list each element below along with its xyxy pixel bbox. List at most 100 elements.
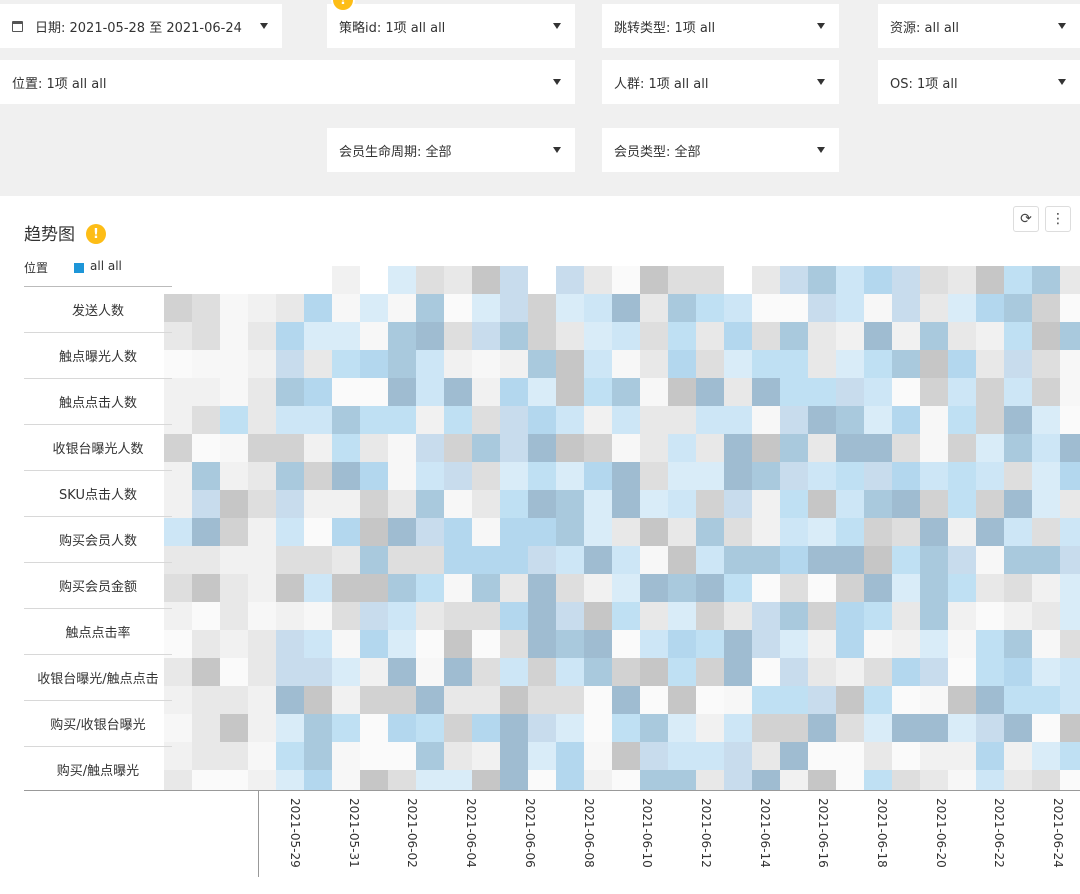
heatmap-cell xyxy=(332,574,360,602)
heatmap-cell xyxy=(976,574,1004,602)
heatmap-cell xyxy=(304,658,332,686)
heatmap-cell xyxy=(920,742,948,770)
heatmap-cell xyxy=(248,574,276,602)
heatmap-cell xyxy=(696,350,724,378)
heatmap-cell xyxy=(864,322,892,350)
heatmap-cell xyxy=(472,518,500,546)
heatmap-cell xyxy=(304,462,332,490)
heatmap-cell xyxy=(780,714,808,742)
heatmap-cell xyxy=(584,742,612,770)
chevron-down-icon xyxy=(553,147,561,153)
heatmap-cell xyxy=(752,714,780,742)
heatmap-cell xyxy=(724,434,752,462)
heatmap-cell xyxy=(724,518,752,546)
heatmap-cell xyxy=(584,406,612,434)
heatmap-cell xyxy=(892,630,920,658)
refresh-icon: ⟳ xyxy=(1020,211,1032,227)
heatmap-cell xyxy=(780,770,808,790)
legend-title: 位置 xyxy=(24,261,49,275)
heatmap-cell xyxy=(976,490,1004,518)
heatmap-cell xyxy=(444,770,472,790)
heatmap-cell xyxy=(164,350,192,378)
heatmap-cell xyxy=(724,574,752,602)
heatmap-cell xyxy=(332,630,360,658)
heatmap-cell xyxy=(612,322,640,350)
member-lifecycle-filter[interactable]: 会员生命周期: 全部 xyxy=(327,128,575,172)
legend-series-label[interactable]: all all xyxy=(90,259,122,273)
position-filter[interactable]: 位置: 1项 all all xyxy=(0,60,575,104)
heatmap-cell xyxy=(892,602,920,630)
heatmap-cell xyxy=(724,462,752,490)
heatmap-cell xyxy=(164,490,192,518)
heatmap-cell xyxy=(808,322,836,350)
heatmap-cell xyxy=(584,714,612,742)
heatmap-cell xyxy=(976,266,1004,294)
refresh-button[interactable]: ⟳ xyxy=(1013,206,1039,232)
heatmap-cell xyxy=(388,742,416,770)
heatmap-cell xyxy=(864,294,892,322)
heatmap-cell xyxy=(248,490,276,518)
heatmap-cell xyxy=(1060,434,1080,462)
heatmap-cell xyxy=(528,630,556,658)
heatmap-cell xyxy=(780,686,808,714)
heatmap-cell xyxy=(1032,630,1060,658)
heatmap-cell xyxy=(444,602,472,630)
x-tick-label: 2021-06-22 xyxy=(992,798,1006,868)
heatmap-cell xyxy=(696,490,724,518)
chevron-down-icon xyxy=(1058,79,1066,85)
heatmap-cell xyxy=(304,294,332,322)
heatmap-cell xyxy=(528,714,556,742)
heatmap-cell xyxy=(584,294,612,322)
heatmap-cell xyxy=(276,602,304,630)
heatmap-cell xyxy=(276,406,304,434)
heatmap-cell xyxy=(220,658,248,686)
heatmap-cell xyxy=(976,546,1004,574)
heatmap-cell xyxy=(668,686,696,714)
resource-filter[interactable]: 资源: all all xyxy=(878,4,1080,48)
heatmap-cell xyxy=(332,378,360,406)
heatmap-cell xyxy=(808,434,836,462)
warning-icon[interactable]: ! xyxy=(333,0,353,10)
heatmap-cell xyxy=(1032,294,1060,322)
member-type-filter[interactable]: 会员类型: 全部 xyxy=(602,128,839,172)
heatmap-cell xyxy=(220,630,248,658)
heatmap-cell xyxy=(1004,714,1032,742)
strategy-id-filter[interactable]: 策略id: 1项 all all xyxy=(327,4,575,48)
heatmap-cell xyxy=(220,490,248,518)
x-axis-line xyxy=(24,790,1080,791)
heatmap-cell xyxy=(360,518,388,546)
heatmap-cell xyxy=(500,322,528,350)
heatmap-cell xyxy=(584,658,612,686)
heatmap-cell xyxy=(444,658,472,686)
legend-swatch[interactable] xyxy=(74,263,84,273)
heatmap-cell xyxy=(584,462,612,490)
heatmap-cell xyxy=(388,714,416,742)
row-label: 购买/触点曝光 xyxy=(24,746,172,792)
heatmap-cell xyxy=(528,602,556,630)
heatmap-cell xyxy=(780,490,808,518)
heatmap-cell xyxy=(1060,378,1080,406)
heatmap-cell xyxy=(612,294,640,322)
crowd-filter[interactable]: 人群: 1项 all all xyxy=(602,60,839,104)
heatmap-cell xyxy=(248,378,276,406)
member-type-label: 会员类型: 全部 xyxy=(614,144,701,160)
heatmap-cell xyxy=(388,434,416,462)
heatmap-cell xyxy=(808,714,836,742)
date-range-filter[interactable]: 日期: 2021-05-28 至 2021-06-24 xyxy=(0,4,282,48)
os-filter[interactable]: OS: 1项 all xyxy=(878,60,1080,104)
more-options-button[interactable]: ⋮ xyxy=(1045,206,1071,232)
heatmap-cell xyxy=(360,434,388,462)
heatmap-cell xyxy=(948,294,976,322)
jump-type-filter[interactable]: 跳转类型: 1项 all xyxy=(602,4,839,48)
heatmap-cell xyxy=(220,322,248,350)
chart-warning-icon[interactable]: ! xyxy=(86,224,106,244)
heatmap-cell xyxy=(472,742,500,770)
heatmap-cell xyxy=(920,406,948,434)
heatmap-cell xyxy=(192,294,220,322)
heatmap-cell xyxy=(780,378,808,406)
heatmap-cell xyxy=(864,658,892,686)
heatmap-cell xyxy=(976,322,1004,350)
heatmap-cell xyxy=(1060,602,1080,630)
heatmap-cell xyxy=(1032,574,1060,602)
heatmap-cell xyxy=(640,434,668,462)
